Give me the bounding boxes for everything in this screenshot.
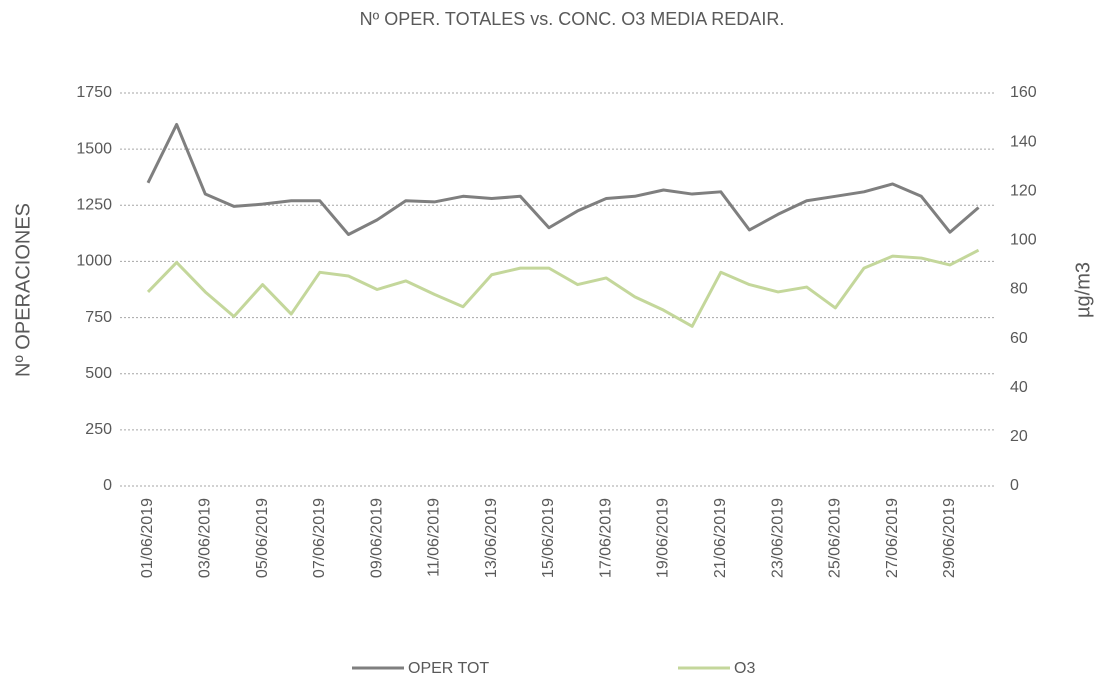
y-tick-label: 1000 xyxy=(76,253,112,270)
y2-tick-label: 120 xyxy=(1010,182,1037,199)
x-tick-label: 27/06/2019 xyxy=(884,498,901,578)
y2-axis-label: µg/m3 xyxy=(1072,262,1094,318)
y-tick-label: 1750 xyxy=(76,84,112,101)
y-tick-label: 750 xyxy=(85,309,112,326)
x-tick-label: 11/06/2019 xyxy=(426,498,443,577)
x-tick-label: 19/06/2019 xyxy=(655,498,672,578)
x-tick-label: 03/06/2019 xyxy=(196,498,213,578)
y-tick-label: 500 xyxy=(85,365,112,382)
y-tick-label: 1500 xyxy=(76,140,112,157)
y2-tick-label: 80 xyxy=(1010,281,1028,298)
x-tick-label: 15/06/2019 xyxy=(540,498,557,578)
chart-title: Nº OPER. TOTALES vs. CONC. O3 MEDIA REDA… xyxy=(360,9,785,29)
series-line xyxy=(146,248,980,328)
series-line xyxy=(146,122,980,236)
y2-tick-label: 60 xyxy=(1010,330,1028,347)
x-tick-label: 09/06/2019 xyxy=(368,498,385,578)
x-tick-label: 05/06/2019 xyxy=(254,498,271,578)
y2-tick-label: 160 xyxy=(1010,84,1037,101)
y2-tick-label: 0 xyxy=(1010,477,1019,494)
x-tick-label: 23/06/2019 xyxy=(769,498,786,578)
x-tick-label: 17/06/2019 xyxy=(597,498,614,578)
x-tick-label: 01/06/2019 xyxy=(139,498,156,578)
y-tick-label: 250 xyxy=(85,421,112,438)
x-tick-label: 07/06/2019 xyxy=(311,498,328,578)
x-tick-label: 29/06/2019 xyxy=(941,498,958,578)
x-tick-label: 21/06/2019 xyxy=(712,498,729,578)
y-axis-label: Nº OPERACIONES xyxy=(12,203,34,377)
legend-label: OPER TOT xyxy=(408,660,489,677)
y-tick-label: 1250 xyxy=(76,197,112,214)
x-tick-label: 13/06/2019 xyxy=(483,498,500,578)
legend-label: O3 xyxy=(734,660,755,677)
y2-tick-label: 20 xyxy=(1010,428,1028,445)
y-tick-label: 0 xyxy=(103,477,112,494)
y2-tick-label: 140 xyxy=(1010,133,1037,150)
y2-tick-label: 40 xyxy=(1010,379,1028,396)
y2-tick-label: 100 xyxy=(1010,232,1037,249)
x-tick-label: 25/06/2019 xyxy=(827,498,844,578)
